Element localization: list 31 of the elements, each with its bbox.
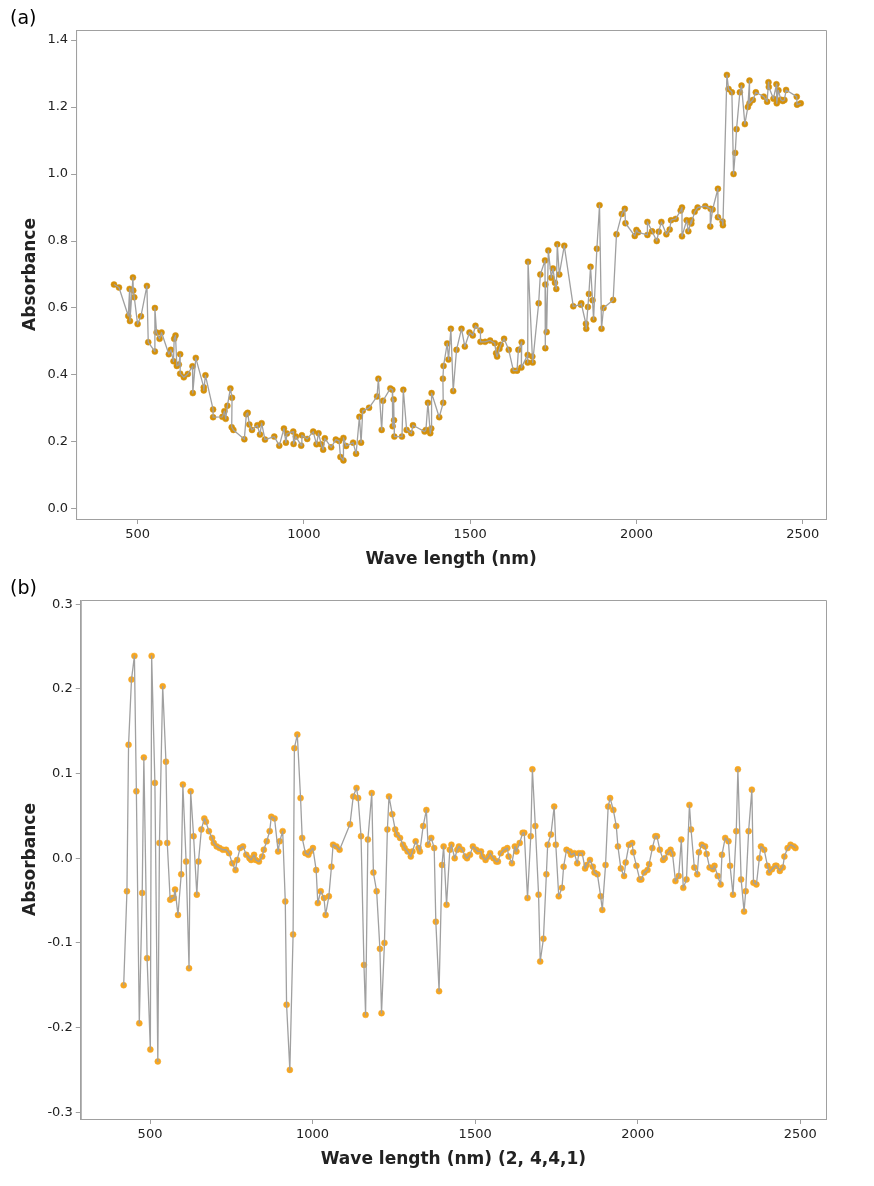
- x-tick-label: 2500: [783, 1126, 817, 1142]
- x-tick-label: 500: [137, 1126, 163, 1142]
- y-tick-label: -0.2: [47, 1018, 73, 1034]
- x-tick-label: 2000: [619, 526, 653, 542]
- x-tick-label: 1500: [458, 1126, 492, 1142]
- chart-title: (a): [10, 6, 37, 29]
- y-tick-label: 0.3: [52, 595, 73, 611]
- x-tick-label: 1500: [453, 526, 487, 542]
- y-tick-label: 0.4: [47, 366, 69, 382]
- y-tick-label: 0.8: [47, 232, 69, 248]
- x-axis-title: Wave length (nm): [365, 548, 537, 569]
- y-tick-label: 0.0: [52, 849, 73, 865]
- y-axis-title: Absorbance: [18, 218, 39, 331]
- y-tick-label: 1.0: [47, 165, 69, 181]
- y-tick-label: 0.0: [47, 500, 69, 516]
- x-tick-label: 1000: [296, 1126, 330, 1142]
- y-tick-label: 0.1: [52, 764, 73, 780]
- y-tick-label: 0.6: [47, 299, 69, 315]
- y-tick-label: 1.2: [47, 98, 69, 114]
- x-tick-label: 2000: [621, 1126, 655, 1142]
- y-axis-title: Absorbance: [18, 803, 39, 916]
- y-tick-label: 0.2: [47, 433, 69, 449]
- y-tick-label: 1.4: [47, 31, 69, 47]
- x-axis-title: Wave length (nm) (2, 4,4,1): [320, 1148, 587, 1169]
- x-tick-label: 1000: [287, 526, 321, 542]
- x-tick-label: 500: [125, 526, 151, 542]
- y-tick-label: -0.3: [47, 1103, 73, 1119]
- x-tick-label: 2500: [786, 526, 820, 542]
- y-tick-label: -0.1: [47, 934, 73, 950]
- chart-title: (b): [10, 576, 37, 599]
- y-tick-label: 0.2: [52, 680, 73, 696]
